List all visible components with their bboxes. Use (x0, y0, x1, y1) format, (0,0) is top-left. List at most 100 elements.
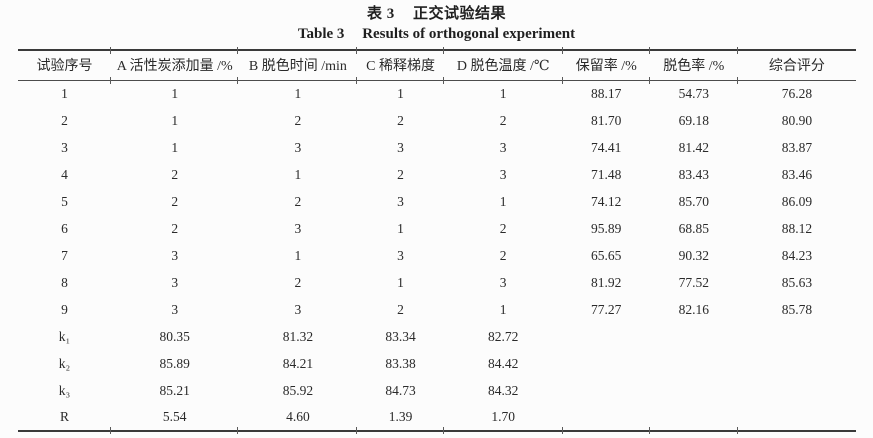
table-cell: 84.21 (282, 355, 314, 371)
table-caption-en-text: Results of orthogonal experiment (362, 26, 576, 42)
table-cell (738, 323, 856, 350)
table-cell: 2 (499, 220, 507, 236)
table-cell: 4.60 (237, 404, 357, 434)
table-cell: k₁ (58, 328, 71, 344)
table-cell: 54.73 (678, 85, 709, 101)
table-cell (738, 377, 856, 404)
table-cell: 3 (499, 139, 507, 155)
table-body: 1 1 1 1 1 88.17 54.73 76.28 2 1 2 2 2 81.70 69.18 80.90… (18, 80, 856, 434)
table-row: 9 3 3 2 1 77.27 82.16 85.78 (18, 296, 856, 323)
table-row: 6 2 3 1 2 95.89 68.85 88.12 (18, 215, 856, 242)
table-cell: 84.23 (781, 247, 813, 263)
table-cell: 1 (294, 85, 302, 101)
table-cell: 83.38 (385, 355, 416, 371)
table-cell: 84.32 (487, 382, 519, 398)
table-row: 4 2 1 2 3 71.48 83.43 83.46 (18, 161, 856, 188)
table-cell: 2 (294, 112, 302, 128)
table-cell (563, 377, 650, 404)
table-row: 1 1 1 1 1 88.17 54.73 76.28 (18, 80, 856, 107)
table-cell: 76.28 (781, 85, 813, 101)
table-cell: 1.39 (356, 404, 443, 434)
column-header-1: A 活性炭添加量 /% (110, 46, 239, 83)
table-cell: 2 (61, 112, 68, 128)
table-cell (563, 350, 650, 377)
table-cell: 1 (61, 85, 68, 101)
table-cell: 85.78 (781, 301, 813, 317)
column-header-0: 试验序号 (18, 50, 112, 81)
table-cell: 69.18 (678, 112, 709, 128)
table-cell: 2 (171, 220, 179, 236)
table-cell: 3 (294, 139, 302, 155)
table-cell: 2 (171, 166, 179, 182)
table-cell: 86.09 (781, 193, 813, 209)
table-cell: 1 (499, 85, 507, 101)
table-cell: 3 (499, 166, 507, 182)
column-header-3: C 稀释梯度 (356, 46, 444, 83)
table-cell: 82.72 (487, 328, 519, 344)
table-cell (650, 350, 738, 377)
column-header-6: 脱色率 /% (648, 46, 738, 83)
table-cell: 1 (294, 247, 302, 263)
table-cell: 80.90 (781, 112, 813, 128)
table-cell: 1 (294, 166, 302, 182)
table-cell: 85.70 (678, 193, 709, 209)
table-cell: 84.73 (385, 382, 416, 398)
table-cell: 83.87 (781, 139, 813, 155)
table-cell: k₃ (58, 382, 71, 398)
table-cell: 77.52 (678, 274, 709, 290)
table-cell: 2 (294, 193, 302, 209)
table-header: 试验序号 A 活性炭添加量 /% B 脱色时间 /min C 稀释梯度 D 脱色温度 /… (18, 46, 856, 83)
table-cell: 1 (397, 220, 404, 236)
table-caption-en: Table 3 Results of orthogonal experiment (0, 24, 873, 44)
table-cell: 1 (171, 112, 179, 128)
table-cell: 1.70 (442, 404, 563, 434)
table-cell: 88.17 (591, 85, 622, 101)
table-cell: 88.12 (781, 220, 813, 236)
table-cell: k₂ (58, 355, 71, 371)
table-cell: 74.12 (591, 193, 622, 209)
table-cell: 65.65 (591, 247, 622, 263)
table-cell: 83.34 (385, 328, 416, 344)
table-cell: 9 (61, 301, 68, 317)
table-cell: 81.70 (591, 112, 622, 128)
column-header-2: B 脱色时间 /min (237, 46, 358, 83)
table-cell (650, 323, 738, 350)
table-cell: 2 (397, 166, 404, 182)
table-row: 5 2 2 3 1 74.12 85.70 86.09 (18, 188, 856, 215)
table-row: k₂ 85.89 84.21 83.38 84.42 (18, 350, 856, 377)
table-cell: 3 (61, 139, 68, 155)
table-cell: 68.85 (678, 220, 709, 236)
table-cell (561, 404, 650, 434)
table-cell: 2 (499, 112, 507, 128)
table-cell: 3 (499, 274, 507, 290)
table-caption-en-label: Table 3 (297, 26, 345, 42)
table-cell: 90.32 (678, 247, 709, 263)
table-cell: 5 (61, 193, 68, 209)
table-cell: 3 (294, 301, 302, 317)
table-cell (736, 404, 856, 434)
table-cell: 71.48 (591, 166, 622, 182)
table-cell: 83.43 (678, 166, 709, 182)
table-cell: 2 (397, 301, 404, 317)
table-cell: 3 (397, 139, 404, 155)
table-cell: 3 (171, 274, 179, 290)
table-cell: 85.92 (282, 382, 314, 398)
column-header-4: D 脱色温度 /℃ (442, 46, 563, 83)
table-cell (738, 350, 856, 377)
table-cell: 84.42 (487, 355, 519, 371)
table-cell: 80.35 (159, 328, 190, 344)
table-cell: 1 (499, 193, 507, 209)
table-cell: 81.42 (678, 139, 709, 155)
table-cell: 85.21 (159, 382, 190, 398)
table-row: 2 1 2 2 2 81.70 69.18 80.90 (18, 107, 856, 134)
table-cell: 2 (294, 274, 302, 290)
table-cell: 1 (171, 85, 179, 101)
column-header-5: 保留率 /% (561, 46, 650, 83)
table-cell: 3 (171, 247, 179, 263)
table-row: 8 3 2 1 3 81.92 77.52 85.63 (18, 269, 856, 296)
table-row: 7 3 1 3 2 65.65 90.32 84.23 (18, 242, 856, 269)
table-row: 3 1 3 3 3 74.41 81.42 83.87 (18, 134, 856, 161)
table-cell: 7 (61, 247, 68, 263)
table-cell: 81.32 (282, 328, 314, 344)
